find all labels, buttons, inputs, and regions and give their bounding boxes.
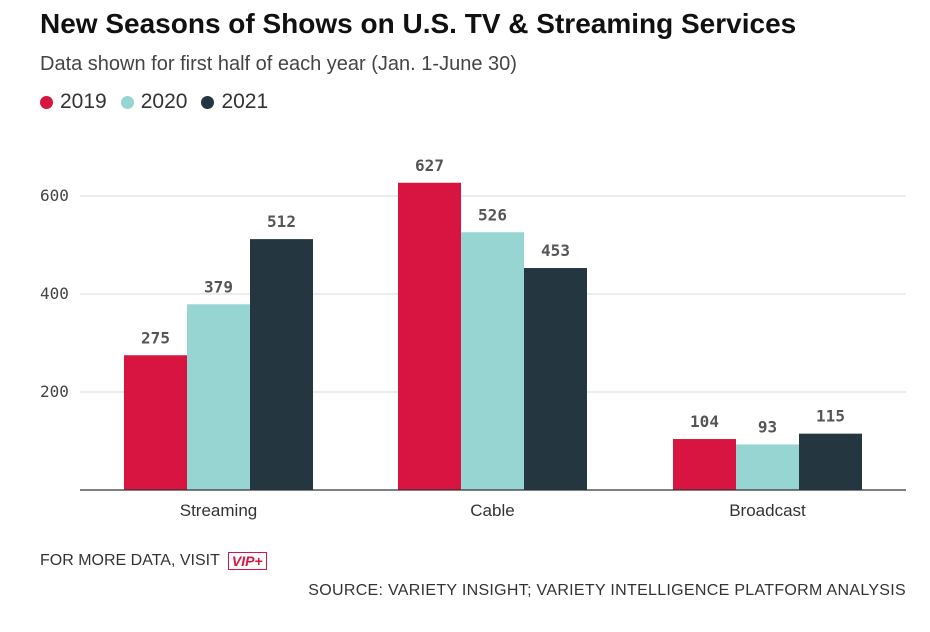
x-category-label: Cable bbox=[470, 501, 514, 520]
data-label: 453 bbox=[541, 241, 570, 260]
bar-streaming-2020 bbox=[187, 304, 250, 490]
legend-label: 2019 bbox=[60, 90, 107, 113]
x-category-label: Broadcast bbox=[729, 501, 806, 520]
source-note: SOURCE: VARIETY INSIGHT; VARIETY INTELLI… bbox=[308, 582, 906, 599]
y-tick-label: 600 bbox=[40, 186, 69, 205]
chart-subtitle: Data shown for first half of each year (… bbox=[40, 53, 517, 75]
data-label: 379 bbox=[204, 277, 233, 296]
legend-label: 2020 bbox=[140, 90, 188, 113]
data-label: 512 bbox=[267, 212, 296, 231]
legend-swatch bbox=[120, 95, 134, 109]
vip-plus-link[interactable]: VIP+ bbox=[227, 552, 267, 570]
bar-broadcast-2020 bbox=[736, 444, 799, 490]
data-label: 275 bbox=[141, 328, 170, 347]
y-tick-label: 200 bbox=[40, 382, 69, 401]
legend: 2019 2020 2021 bbox=[40, 90, 282, 114]
data-label: 104 bbox=[690, 412, 719, 431]
legend-item-2021: 2021 bbox=[201, 90, 268, 114]
data-label: 115 bbox=[816, 407, 845, 426]
bar-broadcast-2021 bbox=[799, 433, 862, 490]
bar-streaming-2021 bbox=[250, 239, 313, 490]
legend-item-2020: 2020 bbox=[120, 90, 188, 114]
bar-broadcast-2019 bbox=[673, 439, 736, 490]
chart-title: New Seasons of Shows on U.S. TV & Stream… bbox=[40, 8, 797, 39]
legend-swatch bbox=[40, 95, 53, 109]
more-data-note: FOR MORE DATA, VISIT VIP+ bbox=[40, 552, 267, 570]
bar-cable-2019 bbox=[398, 182, 461, 490]
legend-label: 2021 bbox=[221, 90, 269, 113]
legend-item-2019: 2019 bbox=[40, 90, 107, 114]
data-label: 627 bbox=[415, 156, 444, 175]
data-label: 93 bbox=[758, 417, 777, 436]
bar-cable-2020 bbox=[461, 232, 524, 490]
legend-swatch bbox=[201, 95, 215, 109]
data-label: 526 bbox=[478, 205, 507, 224]
x-category-label: Streaming bbox=[180, 501, 257, 520]
y-tick-label: 400 bbox=[40, 284, 69, 303]
bar-cable-2021 bbox=[524, 268, 587, 490]
more-data-text: FOR MORE DATA, VISIT bbox=[40, 552, 220, 569]
bar-streaming-2019 bbox=[124, 355, 187, 490]
